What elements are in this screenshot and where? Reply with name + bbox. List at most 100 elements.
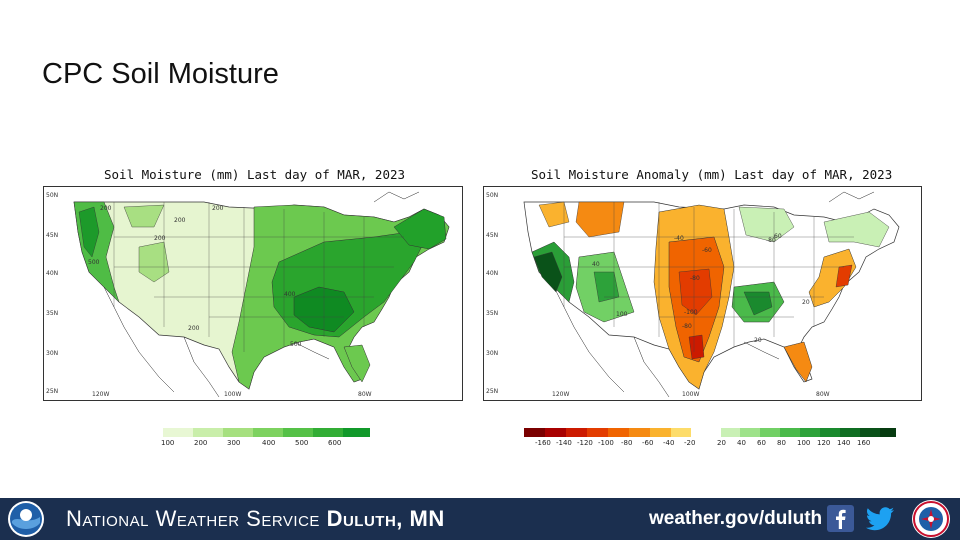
legend-label: -120 (577, 439, 593, 447)
legend-label: 40 (737, 439, 746, 447)
left-legend (163, 428, 370, 437)
legend-swatch (780, 428, 800, 437)
right-map-graphic (523, 191, 900, 398)
noaa-logo-graphic (10, 503, 42, 535)
lat-label: 35N (486, 310, 499, 317)
legend-label: 120 (817, 439, 831, 447)
nws-logo[interactable] (912, 500, 950, 538)
legend-label: -100 (598, 439, 614, 447)
nws-logo-graphic (913, 501, 949, 537)
legend-label: 300 (227, 439, 241, 447)
legend-label: -60 (642, 439, 654, 447)
office-name: Duluth, MN (326, 506, 445, 531)
right-legend-positive (721, 428, 896, 437)
legend-swatch (524, 428, 545, 437)
contour-label: -40 (674, 235, 684, 242)
legend-label: 80 (777, 439, 786, 447)
right-map: 50N 45N 40N 35N 30N 25N 120W 100W 80W -4… (483, 186, 922, 401)
legend-swatch (253, 428, 283, 437)
lon-label: 100W (682, 391, 700, 398)
footer-url[interactable]: weather.gov/duluth (649, 508, 823, 529)
legend-swatch (800, 428, 820, 437)
right-map-title: Soil Moisture Anomaly (mm) Last day of M… (531, 167, 893, 182)
lat-label: 25N (46, 388, 59, 395)
contour-label: 200 (212, 205, 224, 212)
footer-org: National Weather Service Duluth, MN (66, 506, 445, 532)
lat-label: 45N (486, 232, 499, 239)
contour-label: 60 (774, 233, 782, 240)
legend-swatch (313, 428, 343, 437)
facebook-icon-graphic (836, 509, 846, 529)
legend-label: 100 (797, 439, 811, 447)
lat-label: 40N (46, 270, 59, 277)
lon-label: 120W (92, 391, 110, 398)
lon-label: 80W (358, 391, 372, 398)
legend-swatch (880, 428, 896, 437)
lat-label: 50N (486, 192, 499, 199)
legend-swatch (343, 428, 370, 437)
legend-label: 600 (328, 439, 342, 447)
footer-bar: National Weather Service Duluth, MN weat… (0, 498, 960, 540)
legend-swatch (545, 428, 566, 437)
legend-swatch (223, 428, 253, 437)
legend-label: -80 (621, 439, 633, 447)
contour-label: -100 (684, 309, 698, 316)
contour-label: -80 (682, 323, 692, 330)
legend-swatch (163, 428, 193, 437)
left-map: 50N 45N 40N 35N 30N 25N 120W 100W 80W 20… (43, 186, 463, 401)
legend-swatch (566, 428, 587, 437)
lat-label: 45N (46, 232, 59, 239)
legend-label: -160 (535, 439, 551, 447)
legend-label: 160 (857, 439, 871, 447)
contour-label: 200 (188, 325, 200, 332)
legend-swatch (608, 428, 629, 437)
contour-label: 200 (154, 235, 166, 242)
legend-label: 100 (161, 439, 175, 447)
legend-label: 500 (295, 439, 309, 447)
legend-swatch (840, 428, 860, 437)
left-map-title: Soil Moisture (mm) Last day of MAR, 2023 (104, 167, 406, 182)
legend-label: -40 (663, 439, 675, 447)
legend-swatch (860, 428, 880, 437)
legend-swatch (587, 428, 608, 437)
lat-label: 25N (486, 388, 499, 395)
contour-label: 500 (88, 259, 100, 266)
lat-label: 50N (46, 192, 59, 199)
contour-label: 20 (802, 299, 810, 306)
legend-swatch (650, 428, 671, 437)
contour-label: 100 (616, 311, 628, 318)
contour-label: -80 (690, 275, 700, 282)
legend-label: 140 (837, 439, 851, 447)
right-legend-negative (524, 428, 691, 437)
lat-label: 35N (46, 310, 59, 317)
legend-swatch (283, 428, 313, 437)
legend-swatch (740, 428, 760, 437)
legend-label: 200 (194, 439, 208, 447)
lat-label: 40N (486, 270, 499, 277)
legend-swatch (820, 428, 840, 437)
legend-label: 400 (262, 439, 276, 447)
contour-label: 500 (290, 341, 302, 348)
legend-label: 60 (757, 439, 766, 447)
contour-label: 200 (174, 217, 186, 224)
lon-label: 120W (552, 391, 570, 398)
contour-label: 40 (592, 261, 600, 268)
legend-label: 20 (717, 439, 726, 447)
legend-swatch (629, 428, 650, 437)
legend-swatch (193, 428, 223, 437)
legend-swatch (671, 428, 691, 437)
legend-label: -140 (556, 439, 572, 447)
contour-label: 200 (100, 205, 112, 212)
lat-label: 30N (486, 350, 499, 357)
contour-label: 20 (754, 337, 762, 344)
contour-label: -80 (766, 237, 776, 244)
contour-label: -60 (702, 247, 712, 254)
twitter-icon-graphic (865, 507, 894, 531)
facebook-icon[interactable] (827, 505, 854, 532)
legend-swatch (760, 428, 780, 437)
noaa-logo[interactable] (8, 501, 44, 537)
contour-label: 400 (284, 291, 296, 298)
twitter-icon[interactable] (864, 504, 896, 534)
lon-label: 80W (816, 391, 830, 398)
lat-label: 30N (46, 350, 59, 357)
